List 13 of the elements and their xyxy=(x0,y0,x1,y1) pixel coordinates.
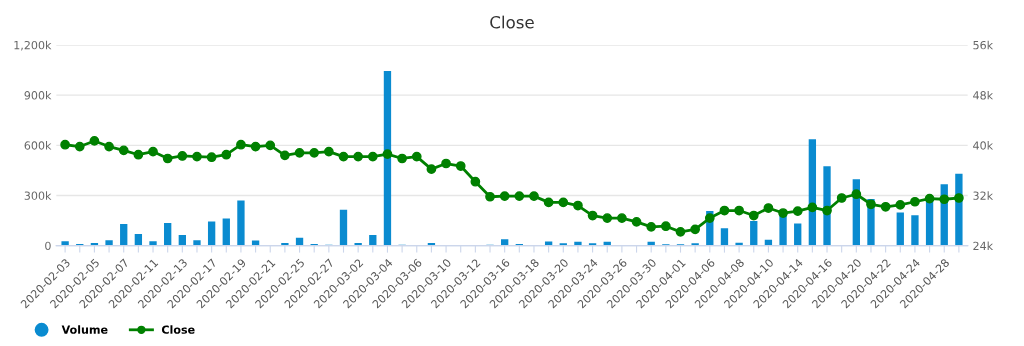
y-tick-label: 600k xyxy=(24,141,52,150)
y-tick-label: 900k xyxy=(24,90,52,100)
y2-tick-label: 24k xyxy=(973,241,994,250)
y2-tick-label: 32k xyxy=(973,191,994,200)
y2-tick-label: 40k xyxy=(973,141,994,150)
y-tick-label: 0 xyxy=(45,241,51,251)
y2-tick-label: 56k xyxy=(973,40,994,50)
y2-tick-label: 48k xyxy=(973,90,994,100)
legend-label: Volume xyxy=(61,325,108,334)
legend-label: Close xyxy=(161,325,195,334)
y-tick-label: 1,200k xyxy=(14,40,52,51)
y-tick-label: 300k xyxy=(24,191,52,200)
chart-title: Close xyxy=(490,15,534,29)
